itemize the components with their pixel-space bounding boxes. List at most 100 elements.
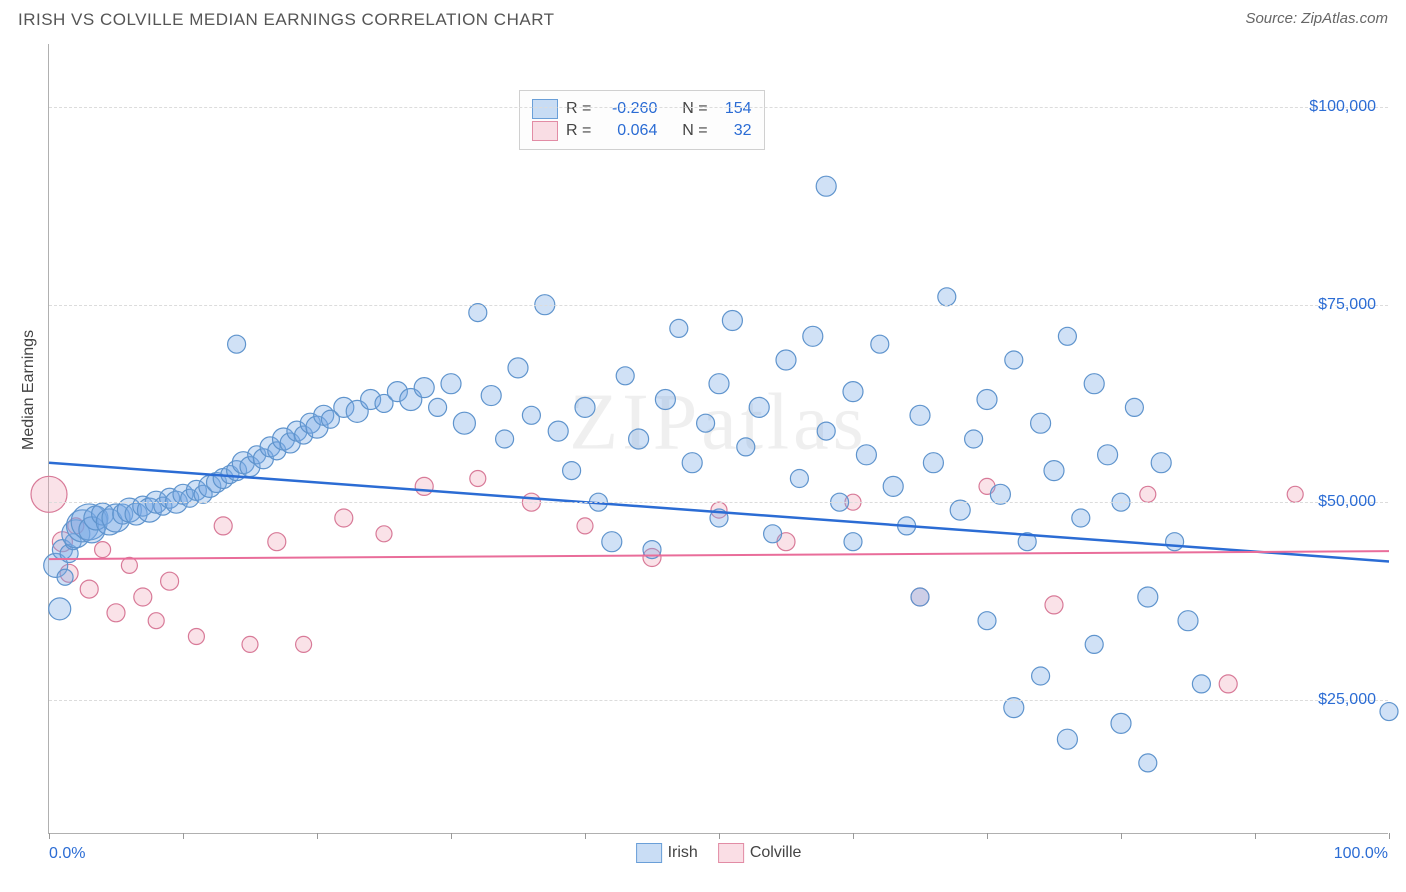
gridline bbox=[49, 107, 1388, 108]
scatter-point-irish bbox=[414, 378, 434, 398]
scatter-point-irish bbox=[1005, 351, 1023, 369]
scatter-point-irish bbox=[1072, 509, 1090, 527]
gridline bbox=[49, 700, 1388, 701]
scatter-point-irish bbox=[522, 406, 540, 424]
legend-swatch-colville bbox=[532, 121, 558, 141]
scatter-point-irish bbox=[977, 390, 997, 410]
scatter-point-colville bbox=[1287, 486, 1303, 502]
scatter-point-colville bbox=[214, 517, 232, 535]
scatter-point-irish bbox=[1044, 461, 1064, 481]
legend-swatch-irish bbox=[532, 99, 558, 119]
scatter-point-irish bbox=[1084, 374, 1104, 394]
scatter-point-irish bbox=[1139, 754, 1157, 772]
scatter-point-irish bbox=[1031, 413, 1051, 433]
x-axis-min-label: 0.0% bbox=[49, 845, 85, 863]
scatter-point-irish bbox=[1058, 327, 1076, 345]
trend-line-irish bbox=[49, 463, 1389, 562]
scatter-point-irish bbox=[856, 445, 876, 465]
scatter-point-irish bbox=[670, 319, 688, 337]
x-tick bbox=[853, 833, 854, 839]
legend-swatch-irish bbox=[636, 843, 662, 863]
y-tick-label: $25,000 bbox=[1318, 691, 1376, 709]
x-tick bbox=[987, 833, 988, 839]
correlation-legend: R = -0.260 N = 154 R = 0.064 N = 32 bbox=[519, 90, 765, 150]
x-tick bbox=[49, 833, 50, 839]
scatter-point-colville bbox=[31, 476, 67, 512]
scatter-point-colville bbox=[268, 533, 286, 551]
scatter-point-irish bbox=[453, 412, 475, 434]
legend-n-label: N = bbox=[682, 122, 707, 140]
scatter-point-irish bbox=[441, 374, 461, 394]
scatter-point-irish bbox=[911, 588, 929, 606]
scatter-point-colville bbox=[121, 557, 137, 573]
scatter-point-irish bbox=[883, 476, 903, 496]
chart-title: IRISH VS COLVILLE MEDIAN EARNINGS CORREL… bbox=[18, 10, 555, 30]
y-axis-title: Median Earnings bbox=[20, 330, 38, 450]
x-tick bbox=[183, 833, 184, 839]
scatter-point-colville bbox=[1140, 486, 1156, 502]
gridline bbox=[49, 502, 1388, 503]
y-tick-label: $50,000 bbox=[1318, 493, 1376, 511]
scatter-point-irish bbox=[722, 311, 742, 331]
x-tick bbox=[317, 833, 318, 839]
scatter-point-colville bbox=[1219, 675, 1237, 693]
scatter-point-colville bbox=[1045, 596, 1063, 614]
scatter-point-irish bbox=[709, 374, 729, 394]
scatter-point-irish bbox=[776, 350, 796, 370]
scatter-point-irish bbox=[1178, 611, 1198, 631]
legend-label-colville: Colville bbox=[750, 844, 802, 862]
scatter-point-colville bbox=[470, 471, 486, 487]
y-tick-label: $100,000 bbox=[1309, 98, 1376, 116]
scatter-point-irish bbox=[682, 453, 702, 473]
legend-r-label: R = bbox=[566, 122, 591, 140]
x-tick bbox=[1255, 833, 1256, 839]
legend-swatch-colville bbox=[718, 843, 744, 863]
legend-row-colville: R = 0.064 N = 32 bbox=[532, 121, 752, 141]
scatter-point-irish bbox=[843, 382, 863, 402]
scatter-point-irish bbox=[816, 176, 836, 196]
legend-item-colville: Colville bbox=[718, 843, 802, 863]
scatter-point-irish bbox=[978, 612, 996, 630]
legend-item-irish: Irish bbox=[636, 843, 698, 863]
legend-row-irish: R = -0.260 N = 154 bbox=[532, 99, 752, 119]
scatter-point-colville bbox=[107, 604, 125, 622]
scatter-point-irish bbox=[790, 470, 808, 488]
scatter-point-colville bbox=[296, 636, 312, 652]
scatter-point-irish bbox=[602, 532, 622, 552]
scatter-point-irish bbox=[655, 390, 675, 410]
x-tick bbox=[585, 833, 586, 839]
legend-n-label: N = bbox=[682, 100, 707, 118]
scatter-point-irish bbox=[469, 304, 487, 322]
scatter-point-irish bbox=[938, 288, 956, 306]
source-label: Source: ZipAtlas.com bbox=[1245, 10, 1388, 27]
legend-r-label: R = bbox=[566, 100, 591, 118]
scatter-point-irish bbox=[508, 358, 528, 378]
scatter-point-irish bbox=[1098, 445, 1118, 465]
scatter-point-irish bbox=[1032, 667, 1050, 685]
scatter-point-irish bbox=[496, 430, 514, 448]
scatter-point-irish bbox=[629, 429, 649, 449]
scatter-point-irish bbox=[697, 414, 715, 432]
scatter-point-irish bbox=[481, 386, 501, 406]
scatter-point-irish bbox=[575, 397, 595, 417]
scatter-point-irish bbox=[1166, 533, 1184, 551]
scatter-point-irish bbox=[228, 335, 246, 353]
scatter-point-colville bbox=[80, 580, 98, 598]
x-axis-max-label: 100.0% bbox=[1334, 845, 1388, 863]
x-tick bbox=[1121, 833, 1122, 839]
scatter-point-irish bbox=[1125, 398, 1143, 416]
scatter-point-irish bbox=[923, 453, 943, 473]
scatter-point-colville bbox=[161, 572, 179, 590]
scatter-point-colville bbox=[415, 477, 433, 495]
scatter-point-irish bbox=[1057, 729, 1077, 749]
scatter-point-irish bbox=[1151, 453, 1171, 473]
scatter-point-irish bbox=[764, 525, 782, 543]
scatter-point-colville bbox=[242, 636, 258, 652]
scatter-point-irish bbox=[1138, 587, 1158, 607]
scatter-point-irish bbox=[1111, 713, 1131, 733]
scatter-point-irish bbox=[1085, 635, 1103, 653]
series-legend: Irish Colville bbox=[636, 843, 802, 863]
legend-n-value: 154 bbox=[716, 100, 752, 118]
scatter-point-irish bbox=[871, 335, 889, 353]
scatter-point-colville bbox=[335, 509, 353, 527]
